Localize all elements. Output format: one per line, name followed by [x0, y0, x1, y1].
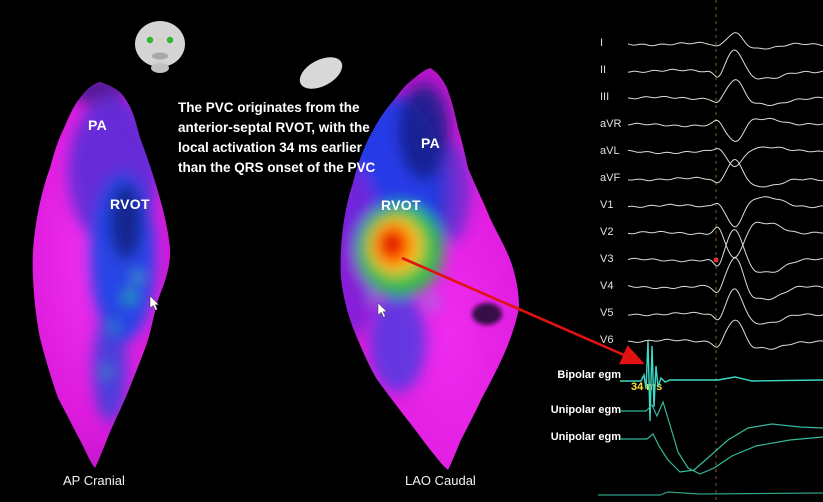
ecg-lead-label: V2 [600, 226, 614, 238]
bipolar-egm-label: Bipolar egm [557, 369, 621, 381]
caption-ap-cranial: AP Cranial [63, 473, 125, 488]
ecg-trace [627, 117, 823, 142]
ecg-lead-label: aVF [600, 172, 621, 184]
pa-label-right: PA [421, 135, 441, 151]
ecg-traces-group [627, 32, 823, 350]
ecg-trace [627, 146, 823, 168]
ecg-trace [627, 158, 823, 188]
ecg-lead-label: III [600, 91, 610, 103]
rvot-label-left: RVOT [110, 196, 150, 212]
patient-orientation-head-icon [135, 21, 185, 73]
caption-lao-caudal: LAO Caudal [405, 473, 476, 488]
ecg-trace [627, 49, 823, 80]
measurement-34ms: 34 ms [631, 381, 663, 393]
ecg-lead-label: V3 [600, 253, 614, 265]
ecg-lead-label: V4 [600, 280, 614, 292]
ecg-lead-label: aVR [600, 118, 622, 130]
unipolar-egm-label-2: Unipolar egm [550, 431, 621, 443]
ecg-trace [627, 257, 823, 301]
ecg-trace [627, 221, 823, 259]
rvot-label-right: RVOT [381, 197, 421, 213]
ecg-lead-label: I [600, 37, 604, 49]
map-ap-cranial[interactable] [18, 72, 183, 477]
ecg-trace [627, 32, 823, 50]
bottom-trace [598, 491, 823, 496]
ecg-trace [627, 196, 823, 228]
ecg-lead-label-column: I II III aVR aVL aVF V1 V2 V3 V4 V5 V6 [600, 0, 630, 360]
ecg-lead-label: aVL [600, 145, 620, 157]
caliper-marker [713, 257, 719, 263]
unipolar-egm-trace-2 [620, 423, 823, 473]
ecg-lead-label: V6 [600, 334, 614, 346]
valve-hole [472, 303, 502, 325]
ecg-trace [628, 319, 823, 350]
annotation-text: The PVC originates from the anterior-sep… [178, 100, 376, 175]
unipolar-egm-trace-1 [620, 400, 823, 475]
ecg-trace [627, 288, 823, 325]
unipolar-egm-label-1: Unipolar egm [550, 404, 621, 416]
pa-label-left: PA [88, 117, 108, 133]
ecg-lead-label: V5 [600, 307, 614, 319]
ecg-lead-label: II [600, 64, 607, 76]
ecg-trace [627, 229, 823, 273]
ecg-trace [627, 79, 823, 106]
ecg-lead-label: V1 [600, 199, 614, 211]
